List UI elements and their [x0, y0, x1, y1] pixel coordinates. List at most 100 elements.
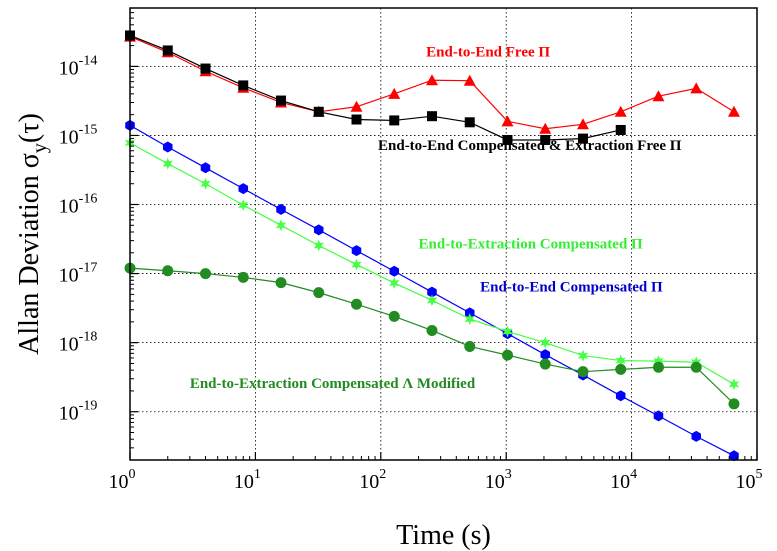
series-5-point: [350, 298, 362, 310]
series-3-point: [540, 349, 551, 361]
series-label-5: End-to-Extraction Compensated Λ Modified: [190, 376, 476, 392]
series-4-point: [502, 325, 513, 338]
series-4-point: [464, 313, 475, 326]
series-3-point: [691, 430, 702, 442]
series-4-point: [728, 378, 740, 391]
series-1-point: [576, 118, 589, 130]
series-5-point: [237, 271, 249, 283]
series-4-point: [615, 354, 626, 367]
series-4-point: [351, 258, 362, 271]
y-axis-title: Allan Deviation σy(τ): [14, 113, 51, 355]
series-3-point: [729, 450, 739, 462]
series-4-point: [313, 239, 324, 252]
x-tick-label: 100: [109, 467, 136, 493]
annotations: End-to-End Free Π End-to-End Compensated …: [190, 44, 682, 392]
x-tick-label: 103: [485, 467, 512, 493]
series-3-point: [313, 224, 324, 236]
series-2-point: [502, 134, 513, 145]
series-3-point: [351, 245, 362, 257]
series-4-point: [577, 349, 589, 362]
series-label-2: End-to-End Compensated & Extraction Free…: [378, 138, 682, 154]
series-1-point: [425, 74, 438, 86]
axis-ticks: 100 101 102 103 104 105 10-19 10-18 10-17 10-16 10…: [59, 7, 763, 493]
series-5-point: [652, 361, 664, 373]
series-3-point: [389, 265, 400, 277]
series-4-point: [653, 355, 664, 368]
y-tick-label: 10-16: [59, 192, 98, 218]
series-5-point: [275, 277, 287, 289]
series-1-point: [501, 115, 514, 127]
series-2-point: [351, 114, 362, 125]
y-tick-label: 10-17: [59, 261, 98, 287]
series-1-point: [727, 105, 740, 117]
x-axis-title: Time (s): [396, 520, 491, 551]
x-tick-label: 102: [359, 467, 386, 493]
series-2-point: [540, 134, 551, 145]
series-5-point: [615, 363, 627, 375]
series-label-1: End-to-End Free Π: [426, 44, 550, 60]
series-2-point: [200, 63, 211, 74]
series-2-point: [464, 117, 475, 128]
series-1-point: [539, 122, 552, 134]
series-5-point: [426, 324, 438, 336]
plot-frame: [129, 7, 758, 461]
series-3-point: [238, 183, 249, 195]
series-5-point: [464, 340, 476, 352]
series-3-point: [464, 307, 475, 319]
series-4-point: [200, 177, 211, 190]
series-5-point: [690, 361, 702, 373]
series-1-point: [652, 90, 665, 102]
x-tick-label: 104: [610, 467, 637, 493]
series-1-point: [690, 82, 703, 94]
series-2-point: [577, 133, 588, 144]
series-4-point: [540, 336, 551, 349]
series-4-point: [426, 294, 438, 307]
series-2-point: [162, 45, 173, 56]
x-tick-label: 101: [234, 467, 261, 493]
series-2-point: [313, 106, 324, 117]
y-tick-label: 10-15: [59, 122, 98, 148]
series-4: [124, 136, 740, 391]
series-4-point: [238, 199, 249, 212]
y-tick-label: 10-19: [59, 399, 98, 425]
series-2-point: [389, 115, 400, 126]
series-3-point: [200, 162, 211, 174]
series-5-point: [388, 310, 400, 322]
series-5-point: [577, 366, 589, 378]
series-4-point: [162, 157, 173, 170]
series-1-point: [388, 87, 401, 99]
series-4-line: [129, 142, 735, 385]
series-3-point: [276, 203, 286, 215]
grid: [130, 8, 757, 460]
series-3-point: [427, 286, 437, 298]
series-1-point: [463, 74, 476, 86]
series-label-3: End-to-Extraction Compensated Π: [419, 237, 643, 253]
series-5: [124, 262, 740, 410]
series-5-point: [162, 265, 174, 277]
series-4-point: [389, 277, 400, 290]
series-3-point: [615, 390, 626, 402]
series-label-4: End-to-End Compensated Π: [480, 280, 663, 296]
series-3-point: [653, 410, 664, 422]
series-2-point: [238, 80, 249, 91]
series-1-point: [350, 100, 363, 112]
series-2-line: [129, 34, 621, 141]
y-axis-title-main: Allan Deviation σ: [14, 153, 45, 355]
series-2-point: [615, 124, 626, 135]
series-5-point: [501, 349, 513, 361]
series-3-point: [162, 141, 173, 153]
series-2-point: [426, 111, 437, 122]
series-5-point: [313, 287, 325, 299]
series-1-point: [614, 105, 627, 117]
y-tick-label: 10-14: [59, 53, 98, 79]
series-5-point: [539, 358, 551, 370]
series-4-point: [275, 219, 287, 232]
y-axis-title-tail: (τ): [14, 113, 45, 143]
y-tick-label: 10-18: [59, 330, 98, 356]
y-axis-title-subscript: y: [29, 143, 51, 153]
x-tick-label: 105: [736, 467, 763, 493]
series-5-point: [199, 268, 211, 280]
series-5-point: [728, 398, 740, 410]
series-2-point: [275, 95, 286, 106]
